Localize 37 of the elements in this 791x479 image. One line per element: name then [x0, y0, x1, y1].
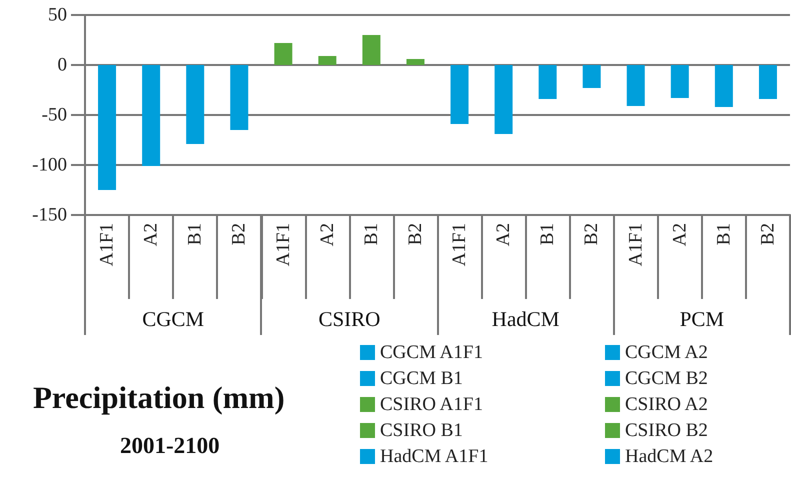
text: CSIRO	[317, 307, 382, 332]
x-tick-label: B1	[184, 223, 206, 246]
legend-label: CSIRO B2	[625, 420, 708, 441]
legend-label: CSIRO A1F1	[380, 394, 483, 415]
x-tick-label: B2	[757, 223, 778, 246]
y-tick-label: -150	[32, 204, 67, 226]
x-tick-label: A2	[140, 223, 162, 246]
x-tick-label: B1	[713, 223, 734, 246]
x-tick-label: A1F1	[449, 223, 470, 266]
y-tick-label: 0	[58, 54, 67, 76]
x-tick-label: A1F1	[96, 223, 118, 266]
x-tick-label: A1F1	[272, 223, 294, 266]
x-tick-label: B1	[537, 223, 558, 246]
text: HadCM	[490, 307, 560, 332]
legend-label: CSIRO A2	[625, 394, 708, 415]
y-tick-label: 50	[48, 4, 67, 26]
text: PCM	[678, 307, 726, 332]
x-tick-label: B1	[360, 223, 382, 246]
legend-label: CGCM A2	[625, 342, 708, 363]
y-tick-label: -50	[42, 104, 67, 126]
legend-label: CSIRO B1	[380, 420, 463, 441]
x-tick-label: A2	[493, 223, 514, 246]
x-tick-label: B2	[228, 223, 250, 246]
legend-label: HadCM A2	[625, 446, 714, 467]
legend-label: CGCM A1F1	[380, 342, 483, 363]
x-tick-label: A2	[669, 223, 690, 246]
y-tick-label: -100	[32, 154, 67, 176]
x-tick-label: B2	[404, 223, 426, 246]
x-tick-label: A2	[316, 223, 338, 246]
legend-label: CGCM B1	[380, 368, 463, 389]
text: 2001-2100	[120, 433, 220, 459]
legend-label: HadCM A1F1	[380, 446, 488, 467]
legend-label: CGCM B2	[625, 368, 708, 389]
x-tick-label: A1F1	[625, 223, 646, 266]
text: CGCM	[141, 307, 206, 332]
x-tick-label: B2	[581, 223, 602, 246]
text: Precipitation (mm)	[33, 380, 285, 416]
